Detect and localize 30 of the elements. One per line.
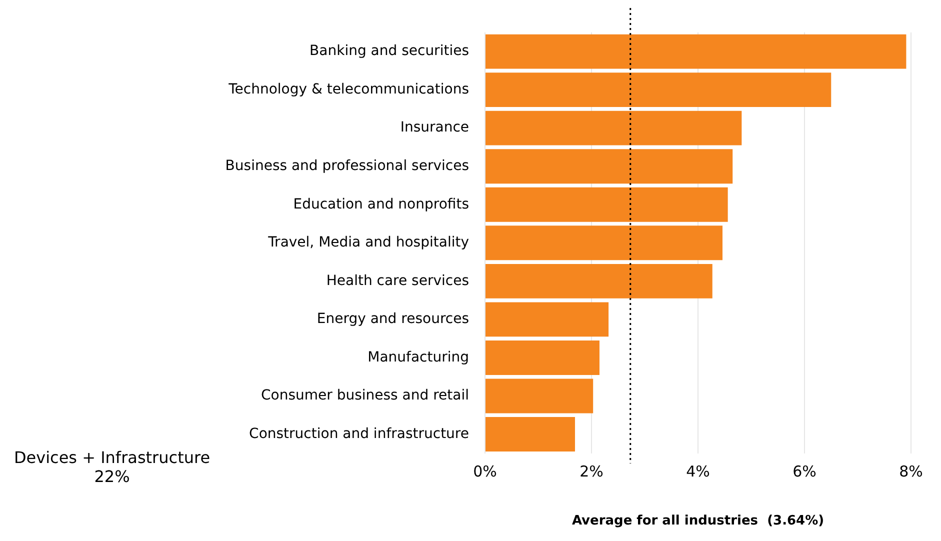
text: 22% xyxy=(93,467,131,486)
x-tick-label: 8% xyxy=(899,462,923,480)
y-tick-label: Banking and securities xyxy=(310,43,469,60)
y-tick-label: Technology & telecommunications xyxy=(228,81,469,98)
bar xyxy=(486,264,712,298)
y-tick-label: Energy and resources xyxy=(316,311,469,328)
bar xyxy=(486,110,742,146)
bar xyxy=(486,340,600,375)
x-tick-label: 2% xyxy=(580,462,604,480)
y-tick-label: Travel, Media and hospitality xyxy=(267,234,469,251)
y-tick-label: Construction and infrastructure xyxy=(249,426,469,442)
bar xyxy=(486,378,594,414)
y-tick-label: Business and professional services xyxy=(225,158,469,174)
y-tick-label: Insurance xyxy=(400,120,469,136)
bar xyxy=(486,302,609,337)
x-axis-title: Average for all industries (3.64%) xyxy=(572,514,824,529)
bar xyxy=(486,417,575,452)
x-tick-label: 0% xyxy=(473,462,497,480)
x-tick-label: 4% xyxy=(686,462,710,480)
bar xyxy=(486,34,906,69)
text: Devices + Infrastructure xyxy=(12,448,212,467)
bar xyxy=(486,187,728,222)
bar xyxy=(486,226,722,260)
x-tick-label: 6% xyxy=(792,462,816,480)
y-tick-label: Health care services xyxy=(326,272,469,289)
y-tick-label: Manufacturing xyxy=(368,349,469,366)
bar xyxy=(486,72,832,108)
y-tick-label: Education and nonprofits xyxy=(293,196,469,212)
bar xyxy=(486,149,733,184)
y-tick-label: Consumer business and retail xyxy=(260,388,469,404)
